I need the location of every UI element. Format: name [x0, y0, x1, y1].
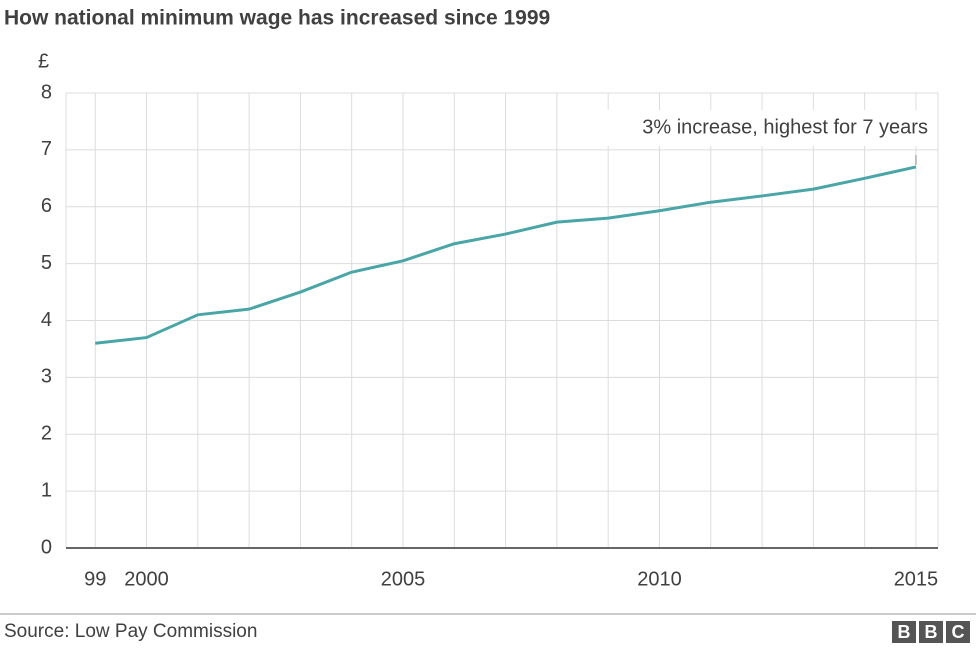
logo-box: [946, 621, 970, 643]
y-tick-label: 2: [41, 423, 52, 445]
annotation: 3% increase, highest for 7 years: [642, 116, 928, 138]
source: Source: Low Pay Commission: [4, 621, 257, 642]
y-tick-label: 7: [41, 138, 52, 160]
y-tick-label: 4: [41, 309, 52, 331]
annotation-background: [580, 110, 936, 146]
x-tick-label: 2015: [894, 568, 939, 590]
logo-letter: C: [952, 622, 965, 642]
y-axis-label: £: [38, 50, 49, 72]
chart-title: How national minimum wage has increased …: [4, 7, 550, 30]
x-tick-label: 2010: [637, 568, 682, 590]
logo-letter: B: [925, 622, 938, 642]
logo-letter: B: [898, 622, 911, 642]
y-tick-label: 0: [41, 536, 52, 558]
y-tick-label: 1: [41, 479, 52, 501]
y-tick-label: 5: [41, 252, 52, 274]
logo-box: [919, 621, 943, 643]
x-tick-label: 2000: [124, 568, 169, 590]
y-tick-label: 8: [41, 81, 52, 103]
y-tick-label: 3: [41, 366, 52, 388]
y-tick-label: 6: [41, 195, 52, 217]
logo-box: [892, 621, 916, 643]
x-tick-label: 2005: [381, 568, 426, 590]
line-series: [95, 165, 917, 345]
x-tick-label: 99: [84, 568, 106, 590]
